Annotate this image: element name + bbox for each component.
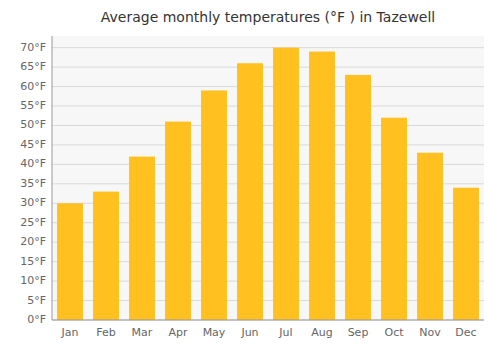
- x-tick-label: Mar: [132, 326, 153, 339]
- y-tick-label: 25°F: [20, 216, 46, 229]
- x-tick-label: Jan: [61, 326, 79, 339]
- bar: [129, 157, 155, 320]
- y-tick-label: 65°F: [20, 60, 46, 73]
- bar: [309, 52, 335, 320]
- y-tick-label: 55°F: [20, 99, 46, 112]
- x-tick-label: Feb: [96, 326, 115, 339]
- y-tick-label: 5°F: [27, 294, 46, 307]
- x-tick-label: Dec: [455, 326, 476, 339]
- bar: [201, 90, 227, 320]
- x-tick-label: Jun: [240, 326, 258, 339]
- chart-container: 0°F 5°F 10°F 15°F 20°F 25°F 30°F 35°F 40°F 45°F 50…: [0, 0, 500, 350]
- x-tick-label: Jul: [278, 326, 292, 339]
- x-tick-label: Nov: [419, 326, 441, 339]
- x-tick-label: May: [203, 326, 226, 339]
- bar: [57, 203, 83, 320]
- grid-line: [52, 47, 484, 48]
- bar: [273, 48, 299, 320]
- x-axis-line: [52, 320, 484, 321]
- chart-title: Average monthly temperatures (°F ) in Ta…: [101, 9, 435, 25]
- y-tick-label: 40°F: [20, 157, 46, 170]
- bars: [57, 48, 479, 320]
- y-tick-label: 45°F: [20, 138, 46, 151]
- x-axis: Jan Feb Mar Apr May Jun Jul Aug Sep Oct Nov Dec: [52, 320, 484, 339]
- bar: [93, 192, 119, 320]
- x-tick-label: Aug: [311, 326, 332, 339]
- grid-line: [52, 144, 484, 145]
- grid-line: [52, 67, 484, 68]
- y-tick-label: 30°F: [20, 196, 46, 209]
- y-tick-label: 0°F: [27, 313, 46, 326]
- y-axis: 0°F 5°F 10°F 15°F 20°F 25°F 30°F 35°F 40°F 45°F 50…: [20, 36, 484, 326]
- grid-line: [52, 320, 484, 321]
- y-tick-label: 50°F: [20, 118, 46, 131]
- y-tick-label: 70°F: [20, 41, 46, 54]
- bar: [165, 122, 191, 320]
- y-tick-label: 10°F: [20, 274, 46, 287]
- y-axis-line: [52, 36, 53, 320]
- y-tick-label: 35°F: [20, 177, 46, 190]
- grid-line: [52, 125, 484, 126]
- chart-svg: 0°F 5°F 10°F 15°F 20°F 25°F 30°F 35°F 40°F 45°F 50…: [0, 0, 500, 350]
- bar: [381, 118, 407, 320]
- x-tick-label: Sep: [348, 326, 369, 339]
- bar: [345, 75, 371, 320]
- y-tick-label: 20°F: [20, 235, 46, 248]
- x-tick-label: Oct: [384, 326, 404, 339]
- grid-line: [52, 106, 484, 107]
- bar: [417, 153, 443, 320]
- x-tick-label: Apr: [168, 326, 188, 339]
- y-tick-label: 15°F: [20, 255, 46, 268]
- bar: [453, 188, 479, 320]
- y-tick-label: 60°F: [20, 80, 46, 93]
- bar: [237, 63, 263, 320]
- grid-line: [52, 86, 484, 87]
- plot-background: [52, 36, 484, 320]
